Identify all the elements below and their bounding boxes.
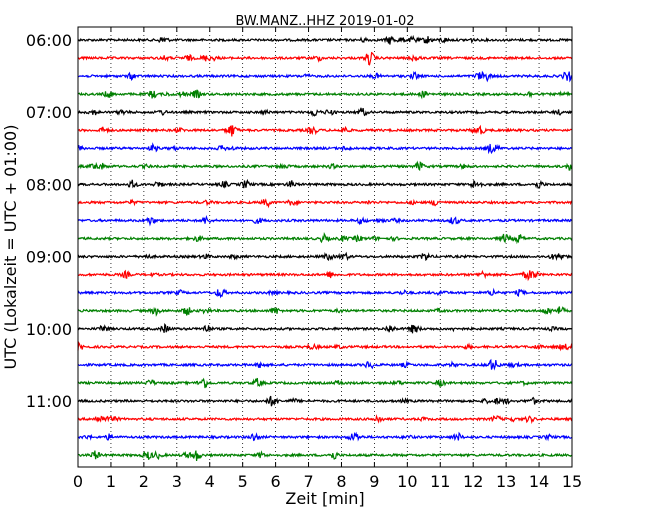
y-tick-label: 09:00: [26, 248, 72, 267]
x-tick-label: 12: [463, 472, 483, 491]
x-tick-label: 15: [562, 472, 582, 491]
x-tick-label: 10: [397, 472, 417, 491]
trace-line: [77, 160, 573, 172]
trace-line: [77, 269, 573, 282]
x-axis-ticks: 0 1 2 3 4 5 6 7 8 9 10 11 12 13 14 15: [73, 27, 582, 491]
trace-line: [77, 89, 573, 100]
trace-line: [77, 251, 573, 262]
trace-line: [77, 124, 573, 137]
x-tick-label: 13: [496, 472, 516, 491]
x-tick-label: 1: [106, 472, 116, 491]
trace-line: [77, 449, 573, 461]
trace-line: [77, 178, 573, 189]
trace-line: [77, 51, 573, 66]
y-tick-label: 10:00: [26, 320, 72, 339]
grid-lines: [110, 27, 540, 467]
trace-line: [77, 306, 573, 317]
trace-line: [77, 34, 573, 45]
chart-title: BW.MANZ..HHZ 2019-01-02: [235, 14, 414, 29]
y-tick-label: 11:00: [26, 392, 72, 411]
trace-line: [77, 215, 573, 227]
trace-line: [77, 198, 573, 209]
x-tick-label: 4: [205, 472, 215, 491]
trace-line: [77, 340, 573, 352]
plot-frame: [77, 26, 573, 468]
trace-line: [77, 287, 573, 299]
y-tick-label: 08:00: [26, 175, 72, 194]
y-tick-label: 07:00: [26, 103, 72, 122]
trace-line: [77, 431, 573, 442]
trace-line: [77, 413, 573, 425]
x-tick-label: 11: [430, 472, 450, 491]
trace-line: [77, 142, 573, 155]
x-tick-label: 5: [238, 472, 248, 491]
seismic-traces: [77, 34, 573, 461]
trace-line: [77, 377, 573, 389]
x-axis-label: Zeit [min]: [285, 489, 364, 508]
y-axis-ticks: 06:00 07:00 08:00 09:00 10:00 11:00: [26, 31, 572, 411]
trace-line: [77, 322, 573, 334]
x-tick-label: 7: [303, 472, 313, 491]
x-tick-label: 14: [529, 472, 549, 491]
trace-line: [77, 107, 573, 117]
x-tick-label: 9: [369, 472, 379, 491]
x-tick-label: 6: [271, 472, 281, 491]
y-tick-label: 06:00: [26, 31, 72, 50]
x-tick-label: 3: [172, 472, 182, 491]
trace-line: [77, 231, 573, 245]
trace-line: [77, 70, 573, 83]
x-tick-label: 8: [336, 472, 346, 491]
x-tick-label: 2: [139, 472, 149, 491]
trace-line: [77, 395, 573, 407]
x-tick-label: 0: [73, 472, 83, 491]
y-axis-label: UTC (Lokalzeit = UTC + 01:00): [1, 125, 20, 370]
trace-line: [77, 358, 573, 371]
